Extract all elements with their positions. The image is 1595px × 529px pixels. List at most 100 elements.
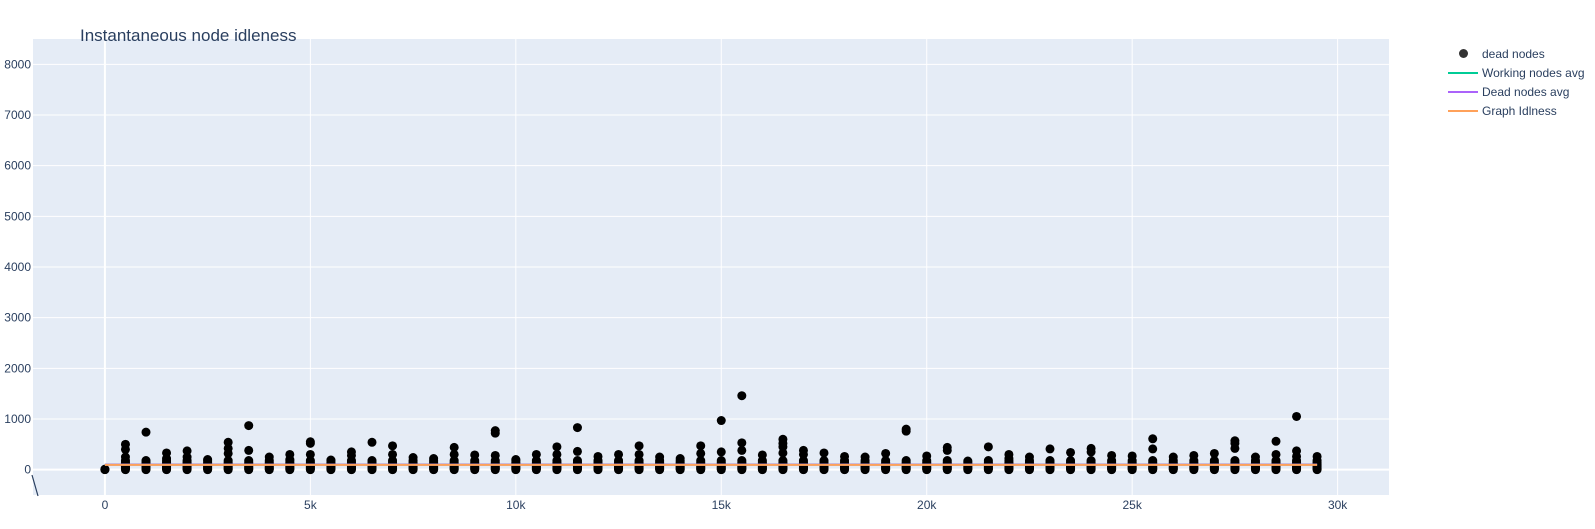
legend-item-working-nodes-avg[interactable]: Working nodes avg xyxy=(1448,63,1585,82)
dead-nodes-point xyxy=(162,448,172,458)
line-swatch-icon xyxy=(1448,71,1478,74)
dead-nodes-point xyxy=(1066,447,1076,457)
dead-nodes-point xyxy=(819,456,829,466)
dead-nodes-point xyxy=(942,442,952,452)
dead-nodes-point xyxy=(244,421,254,431)
dead-nodes-point xyxy=(634,449,644,459)
line-swatch-icon xyxy=(1448,109,1478,112)
dead-nodes-point xyxy=(696,456,706,466)
marker-swatch-icon xyxy=(1458,49,1468,58)
dead-nodes-point xyxy=(1271,449,1281,459)
dead-nodes-point xyxy=(696,448,706,458)
dead-nodes-point xyxy=(388,449,398,459)
dead-nodes-point xyxy=(983,456,993,466)
corner-mark xyxy=(31,474,39,497)
dead-nodes-point xyxy=(244,445,254,455)
dead-nodes-point xyxy=(367,437,377,447)
dead-nodes-point xyxy=(963,456,973,466)
dead-nodes-point xyxy=(367,456,377,466)
dead-nodes-point xyxy=(429,454,439,464)
legend-item-dead-nodes-avg[interactable]: Dead nodes avg xyxy=(1448,82,1585,101)
dead-nodes-point xyxy=(1230,436,1240,446)
x-tick-label: 10k xyxy=(506,498,526,512)
dead-nodes-point xyxy=(511,455,521,465)
dead-nodes-point xyxy=(264,452,274,462)
dead-nodes-point xyxy=(798,445,808,455)
dead-nodes-point xyxy=(881,456,891,466)
chart-title: Instantaneous node idleness xyxy=(80,26,297,45)
dead-nodes-point xyxy=(572,456,582,466)
dead-nodes-point xyxy=(716,456,726,466)
dead-nodes-point xyxy=(737,438,747,448)
dead-nodes-point xyxy=(942,456,952,466)
dead-nodes-point xyxy=(1004,449,1014,459)
dead-nodes-point xyxy=(983,442,993,452)
dead-nodes-point xyxy=(675,454,685,464)
dead-nodes-point xyxy=(141,456,151,466)
dead-nodes-point xyxy=(346,447,356,457)
x-tick-label: 25k xyxy=(1123,498,1143,512)
dead-nodes-point xyxy=(1086,456,1096,466)
dead-nodes-point xyxy=(120,452,130,462)
legend-label: Graph Idlness xyxy=(1482,103,1557,118)
dead-nodes-point xyxy=(1024,452,1034,462)
line-swatch-icon xyxy=(1448,90,1478,93)
legend-item-dead-nodes[interactable]: dead nodes xyxy=(1448,44,1585,63)
dead-nodes-point xyxy=(408,453,418,463)
dead-nodes-point xyxy=(778,448,788,458)
y-tick-label: 7000 xyxy=(4,108,31,122)
dead-nodes-point xyxy=(1066,456,1076,466)
dead-nodes-point xyxy=(1045,456,1055,466)
dead-nodes-point xyxy=(881,448,891,458)
dead-nodes-point xyxy=(737,456,747,466)
dead-nodes-point xyxy=(552,449,562,459)
dead-nodes-point xyxy=(223,437,233,447)
y-tick-label: 5000 xyxy=(4,209,31,223)
dead-nodes-point xyxy=(1148,434,1158,444)
dead-nodes-point xyxy=(470,450,480,460)
x-tick-label: 20k xyxy=(917,498,937,512)
legend: dead nodes Working nodes avg Dead nodes av… xyxy=(1448,44,1585,120)
dead-nodes-point xyxy=(1086,443,1096,453)
x-tick-label: 5k xyxy=(304,498,318,512)
x-tick-label: 15k xyxy=(712,498,732,512)
dead-nodes-point xyxy=(1168,452,1178,462)
dead-nodes-point xyxy=(141,427,151,437)
dead-nodes-point xyxy=(696,441,706,451)
dead-nodes-point xyxy=(1292,411,1302,421)
legend-swatch xyxy=(1448,86,1478,98)
dead-nodes-point xyxy=(1209,448,1219,458)
legend-item-graph-idlness[interactable]: Graph Idlness xyxy=(1448,101,1585,120)
dead-nodes-point xyxy=(593,451,603,461)
legend-label: Dead nodes avg xyxy=(1482,84,1570,99)
dead-nodes-point xyxy=(531,449,541,459)
legend-swatch xyxy=(1448,67,1478,79)
dead-nodes-point xyxy=(1127,451,1137,461)
dead-nodes-point xyxy=(203,455,213,465)
dead-nodes-point xyxy=(552,442,562,452)
dead-nodes-point xyxy=(922,451,932,461)
dead-nodes-point xyxy=(449,449,459,459)
legend-swatch xyxy=(1448,48,1478,60)
dead-nodes-point xyxy=(305,437,315,447)
dead-nodes-point xyxy=(901,456,911,466)
dead-nodes-point xyxy=(223,448,233,458)
dead-nodes-point xyxy=(1271,436,1281,446)
dead-nodes-point xyxy=(305,449,315,459)
dead-nodes-point xyxy=(614,449,624,459)
dead-nodes-point xyxy=(778,434,788,444)
y-tick-label: 2000 xyxy=(4,361,31,375)
dead-nodes-point xyxy=(449,442,459,452)
y-tick-label: 0 xyxy=(24,463,31,477)
dead-nodes-point xyxy=(819,448,829,458)
y-tick-label: 4000 xyxy=(4,260,31,274)
dead-nodes-point xyxy=(572,423,582,433)
dead-nodes-point xyxy=(716,416,726,426)
x-tick-label: 0 xyxy=(102,498,109,512)
dead-nodes-point xyxy=(1045,444,1055,454)
dead-nodes-point xyxy=(326,455,336,465)
legend-label: dead nodes xyxy=(1482,46,1545,61)
dead-nodes-point xyxy=(1250,452,1260,462)
dead-nodes-point xyxy=(1209,456,1219,466)
